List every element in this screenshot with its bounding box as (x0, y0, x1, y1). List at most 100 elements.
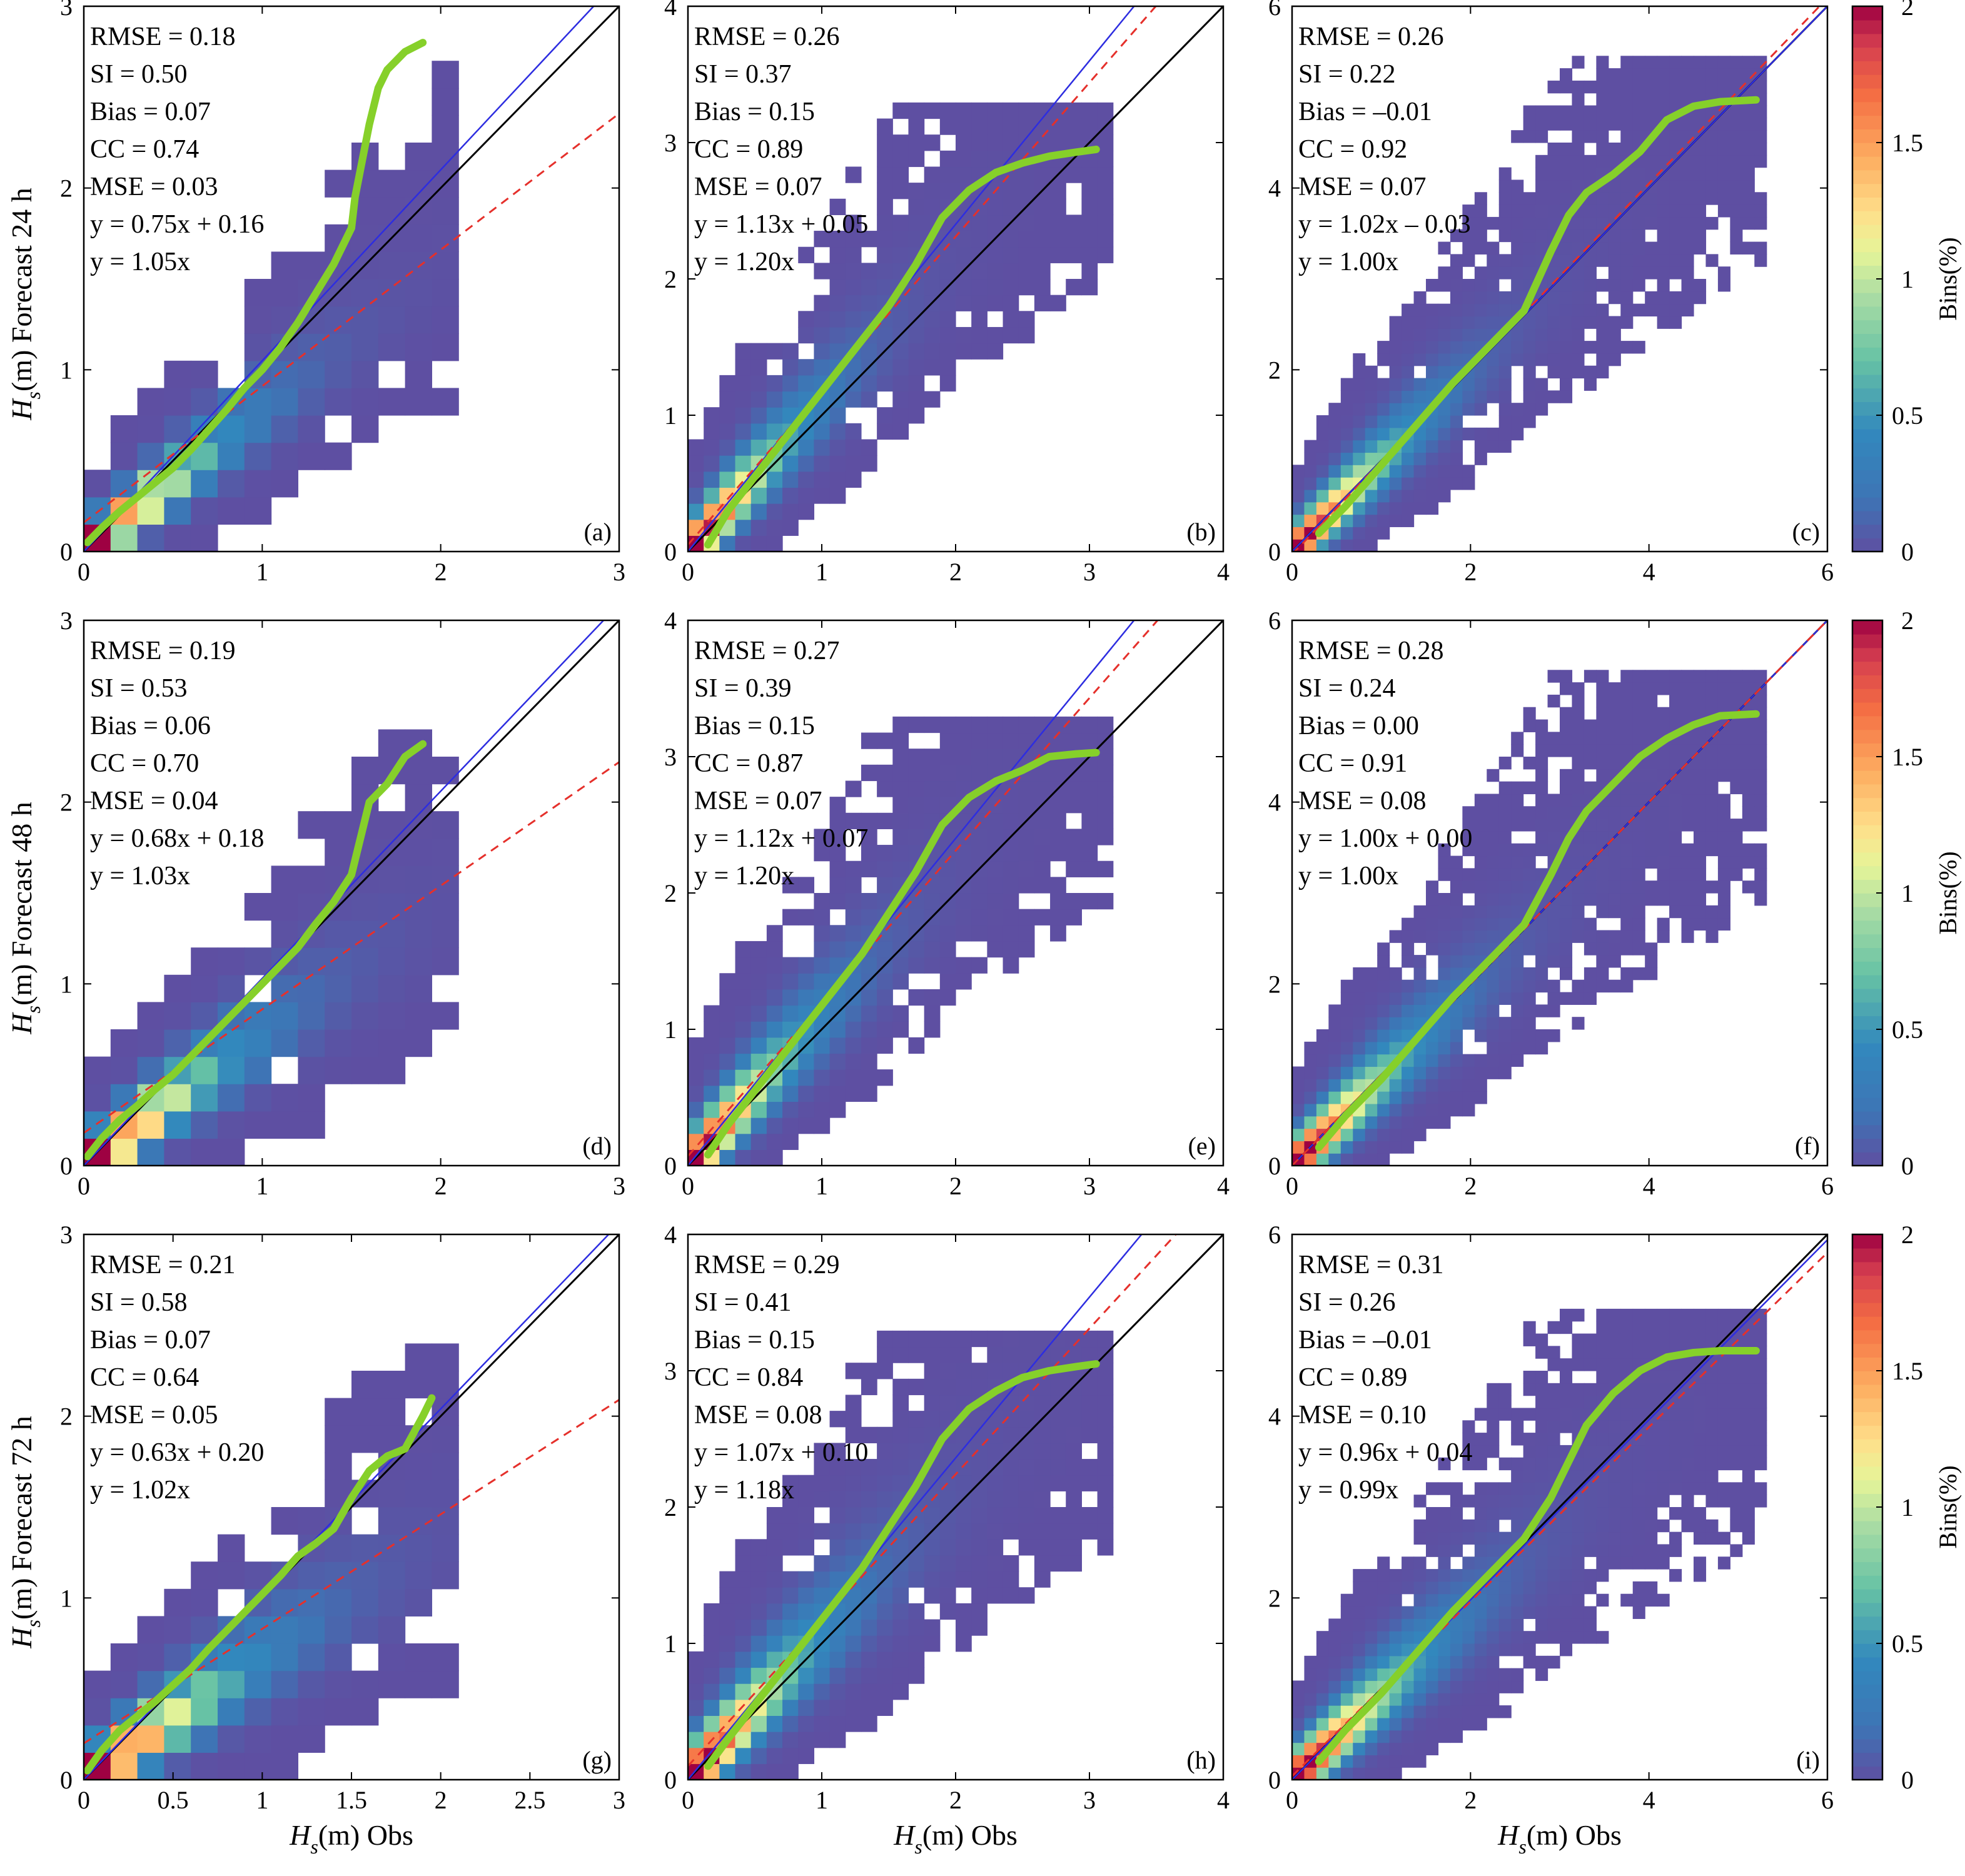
histogram-cell (1705, 1433, 1719, 1446)
histogram-cell (1292, 1066, 1305, 1079)
histogram-cell (845, 166, 862, 183)
histogram-cell (1426, 465, 1439, 478)
histogram-cell (1742, 56, 1755, 69)
y-axis-subscript: s (22, 1006, 44, 1013)
histogram-cell (939, 295, 956, 311)
histogram-cell (1389, 341, 1402, 354)
histogram-cell (908, 716, 925, 734)
histogram-cell (798, 359, 815, 376)
histogram-cell (1608, 1358, 1621, 1371)
histogram-cell (1681, 868, 1694, 881)
histogram-cell (814, 1491, 831, 1508)
histogram-cell (1353, 1631, 1366, 1644)
histogram-cell (1523, 204, 1536, 218)
histogram-cell (1328, 1767, 1341, 1780)
histogram-cell (1547, 1606, 1560, 1619)
histogram-cell (1742, 241, 1755, 255)
histogram-cell (244, 497, 272, 525)
histogram-cell (1511, 427, 1524, 441)
identity-line (688, 1234, 1223, 1780)
histogram-cell (1535, 1004, 1548, 1017)
histogram-cell (1474, 1668, 1487, 1682)
histogram-cell (1316, 1054, 1329, 1067)
histogram-cell (1572, 105, 1585, 118)
histogram-cell (325, 1398, 352, 1426)
histogram-cell (351, 1698, 379, 1726)
histogram-cell (1694, 1308, 1707, 1322)
histogram-cell (1498, 1408, 1512, 1421)
histogram-cell (987, 1346, 1004, 1363)
histogram-cell (939, 925, 956, 942)
histogram-cell (244, 1616, 272, 1644)
histogram-cell (298, 974, 325, 1002)
histogram-cell (1681, 303, 1694, 317)
histogram-cell (1353, 1153, 1366, 1166)
histogram-cell (1034, 1539, 1051, 1556)
histogram-cell (1730, 241, 1743, 255)
histogram-cell (845, 1459, 862, 1476)
histogram-cell (1498, 794, 1512, 807)
histogram-cell (924, 183, 941, 199)
histogram-cell (432, 1452, 459, 1480)
histogram-cell (1292, 1079, 1305, 1092)
x-axis-label: Hs(m) Obs (289, 1819, 413, 1858)
histogram-cell (1681, 1433, 1694, 1446)
histogram-cell (877, 1651, 893, 1668)
histogram-cell (1328, 403, 1341, 416)
histogram-cell (971, 279, 988, 296)
histogram-cell (1572, 855, 1585, 869)
histogram-cell (1389, 1730, 1402, 1743)
histogram-cell (1438, 452, 1451, 465)
histogram-cell (298, 1111, 325, 1139)
histogram-cell (1498, 390, 1512, 403)
histogram-cell (1304, 477, 1317, 490)
histogram-cell (1584, 1569, 1597, 1582)
histogram-cell (1498, 303, 1512, 317)
colorbar-label: Bins(%) (1934, 1465, 1962, 1548)
histogram-cell (782, 1507, 799, 1524)
histogram-cell (1754, 1457, 1767, 1471)
histogram-cell (1620, 1333, 1634, 1346)
histogram-cell (1438, 1103, 1451, 1117)
histogram-cell (1292, 527, 1305, 540)
histogram-cell (782, 471, 799, 488)
histogram-cell (378, 1670, 406, 1698)
histogram-cell (1620, 130, 1634, 143)
x-tick-label: 1.5 (336, 1786, 367, 1814)
histogram-cell (1705, 130, 1719, 143)
histogram-cell (1389, 1742, 1402, 1755)
histogram-cell (1584, 1507, 1597, 1520)
colorbar-segment (1852, 1643, 1882, 1658)
histogram-cell (1462, 1004, 1475, 1017)
y-axis-label: Hs(m) Forecast 24 h (6, 188, 44, 420)
histogram-cell (1669, 806, 1682, 819)
histogram-cell (1413, 1618, 1427, 1631)
histogram-cell (1511, 1408, 1524, 1421)
histogram-cell (1462, 279, 1475, 292)
histogram-cell (1474, 403, 1487, 416)
histogram-cell (1754, 192, 1767, 205)
histogram-cell (1498, 415, 1512, 428)
histogram-cell (1705, 179, 1719, 193)
histogram-cell (1572, 1395, 1585, 1409)
histogram-cell (1584, 893, 1597, 906)
histogram-cell (1402, 328, 1415, 341)
stat-line: CC = 0.91 (1298, 749, 1407, 778)
histogram-cell (1560, 893, 1573, 906)
histogram-cell (829, 1667, 846, 1684)
stat-line: SI = 0.53 (90, 674, 188, 703)
histogram-cell (1657, 1556, 1670, 1570)
histogram-cell (971, 1539, 988, 1556)
histogram-cell (1389, 489, 1402, 503)
histogram-cell (1754, 105, 1767, 118)
histogram-cell (845, 893, 862, 910)
histogram-cell (1754, 806, 1767, 819)
histogram-cell (908, 214, 925, 231)
histogram-cell (1596, 1470, 1609, 1483)
histogram-cell (1608, 143, 1621, 156)
histogram-cell (1742, 1519, 1755, 1533)
histogram-cell (1316, 502, 1329, 515)
histogram-cell (1523, 1655, 1536, 1669)
histogram-cell (924, 957, 941, 974)
histogram-cell (1596, 694, 1609, 708)
